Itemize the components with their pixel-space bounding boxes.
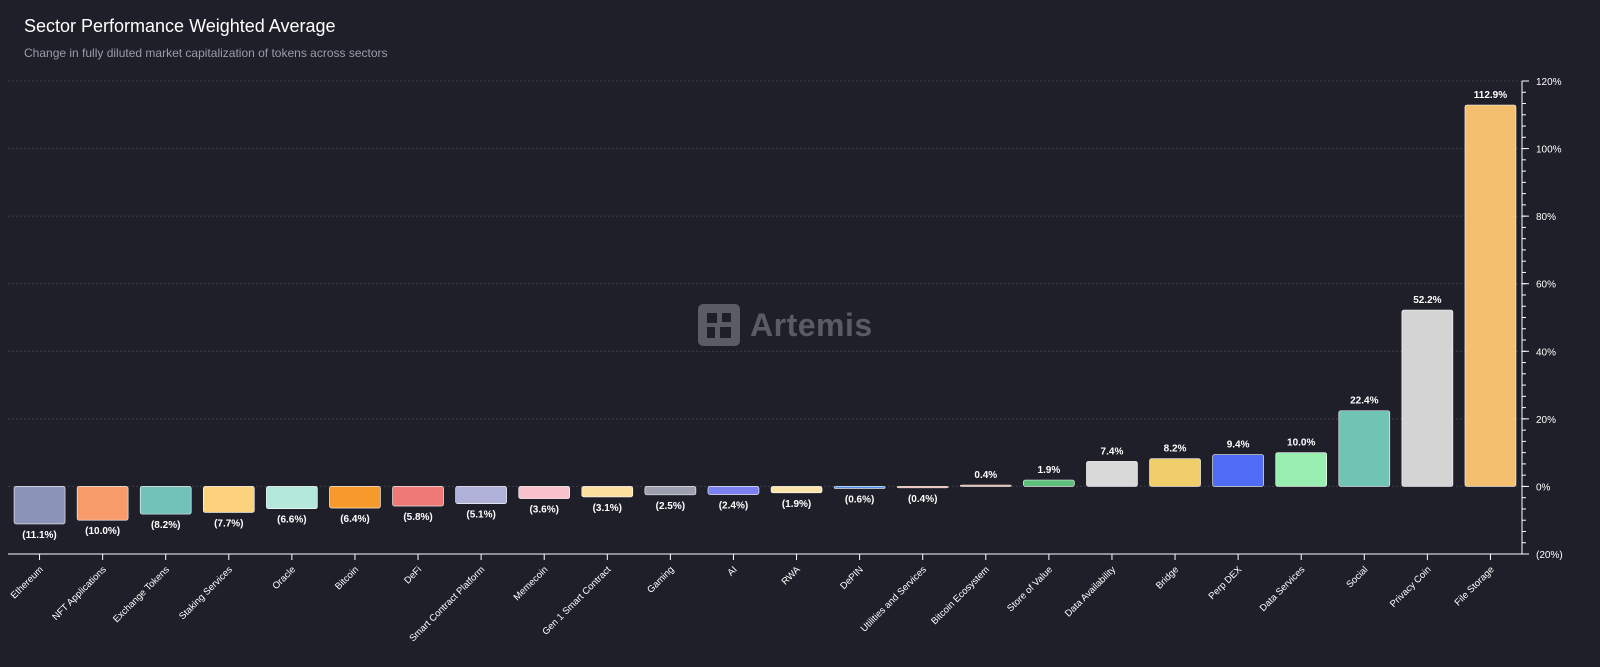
data-label: 52.2%	[1413, 295, 1441, 306]
bar	[202, 486, 255, 513]
bar	[707, 486, 760, 495]
x-tick-label: Store of Value	[1005, 564, 1055, 614]
data-label: (6.6%)	[277, 515, 306, 526]
data-label: (2.4%)	[719, 501, 748, 512]
bar	[13, 486, 66, 525]
bar	[1338, 410, 1391, 487]
bar	[644, 486, 697, 496]
bar	[266, 486, 318, 510]
bar	[455, 486, 507, 504]
chart-subtitle: Change in fully diluted market capitaliz…	[24, 46, 388, 60]
x-tick-label: DePIN	[838, 564, 866, 592]
x-tick-label: NFT Applications	[50, 564, 109, 623]
bar	[1149, 458, 1201, 487]
y-tick-label: 40%	[1536, 347, 1556, 358]
y-tick-label: 100%	[1536, 145, 1562, 156]
x-tick-label: Data Availability	[1063, 564, 1118, 619]
x-tick-label: Staking Services	[177, 564, 235, 622]
bar	[1275, 452, 1328, 487]
x-tick-label: Memecoin	[512, 564, 551, 603]
data-label: (10.0%)	[85, 526, 120, 537]
chart-title: Sector Performance Weighted Average	[24, 16, 336, 36]
bar	[1464, 104, 1517, 487]
x-tick-label: Social	[1344, 564, 1370, 590]
artemis-logo-icon	[698, 304, 740, 346]
bar	[392, 486, 444, 507]
x-tick-label: Ethereum	[9, 564, 46, 601]
x-tick-label: Privacy Coin	[1388, 564, 1433, 609]
x-tick-label: Gaming	[645, 564, 676, 595]
x-axis-labels: Ethereum NFT Applications Exchange Tokens S…	[9, 564, 1497, 644]
y-tick-label: 20%	[1536, 415, 1556, 426]
x-tick-label: Bitcoin	[333, 564, 361, 592]
data-label: (2.5%)	[656, 501, 685, 512]
data-label: 9.4%	[1227, 440, 1250, 451]
data-label: (11.1%)	[22, 530, 56, 541]
bar	[1086, 461, 1138, 487]
data-label: (5.8%)	[403, 512, 432, 523]
data-label: (0.6%)	[845, 494, 874, 505]
x-tick-label: Data Services	[1258, 564, 1308, 614]
watermark: Artemis	[698, 304, 873, 346]
bar	[833, 486, 886, 489]
data-label: 7.4%	[1101, 446, 1124, 457]
data-label: (5.1%)	[466, 510, 495, 521]
data-label: 8.2%	[1164, 444, 1187, 455]
y-axis: (20%) 0% 20% 40% 60% 80% 100% 120%	[8, 77, 1563, 561]
y-tick-label: 80%	[1536, 212, 1556, 223]
y-tick-label: (20%)	[1536, 550, 1563, 561]
x-tick-label: RWA	[780, 564, 804, 588]
y-tick-label: 120%	[1536, 77, 1562, 88]
data-label: (3.6%)	[529, 505, 558, 516]
x-tick-label: Exchange Tokens	[111, 564, 172, 625]
x-tick-label: AI	[725, 564, 739, 578]
bar	[896, 486, 949, 489]
bar	[76, 486, 129, 521]
data-label: (6.4%)	[340, 514, 369, 525]
data-label: (0.4%)	[908, 494, 937, 505]
y-tick-label: 0%	[1536, 482, 1551, 493]
bar	[518, 486, 571, 499]
x-tick-label: Utilities and Services	[859, 564, 929, 634]
data-label: 112.9%	[1474, 90, 1507, 101]
bar	[1023, 479, 1075, 487]
data-label: (7.7%)	[214, 518, 243, 529]
bar	[581, 486, 634, 498]
x-tick-label: Gen 1 Smart Contract	[540, 564, 613, 637]
bar	[329, 486, 381, 509]
data-label: 1.9%	[1037, 465, 1060, 476]
data-label: 10.0%	[1287, 438, 1315, 449]
watermark-brand: Artemis	[750, 306, 873, 343]
data-label: (8.2%)	[151, 520, 180, 531]
x-tick-label: Bridge	[1154, 564, 1181, 591]
x-tick-label: DeFi	[402, 564, 424, 586]
x-tick-label: Oracle	[270, 564, 298, 592]
x-tick-label: Bitcoin Ecosystem	[929, 564, 992, 627]
data-label: (1.9%)	[782, 499, 811, 510]
bar	[959, 484, 1012, 487]
bar	[139, 486, 192, 515]
y-tick-label: 60%	[1536, 280, 1556, 291]
data-label: (3.1%)	[593, 503, 622, 514]
grid-lines	[8, 80, 1522, 487]
bars	[13, 104, 1517, 525]
bar	[1401, 309, 1454, 487]
data-label: 0.4%	[974, 470, 997, 481]
x-tick-label: File Storage	[1453, 564, 1497, 608]
x-tick-label: Perp DEX	[1207, 564, 1245, 602]
bar	[1212, 454, 1264, 487]
bar	[770, 486, 823, 494]
data-label: 22.4%	[1350, 396, 1378, 407]
data-labels: (11.1%) (10.0%) (8.2%) (7.7%) (6.6%) (6.4%) (5…	[22, 90, 1507, 541]
